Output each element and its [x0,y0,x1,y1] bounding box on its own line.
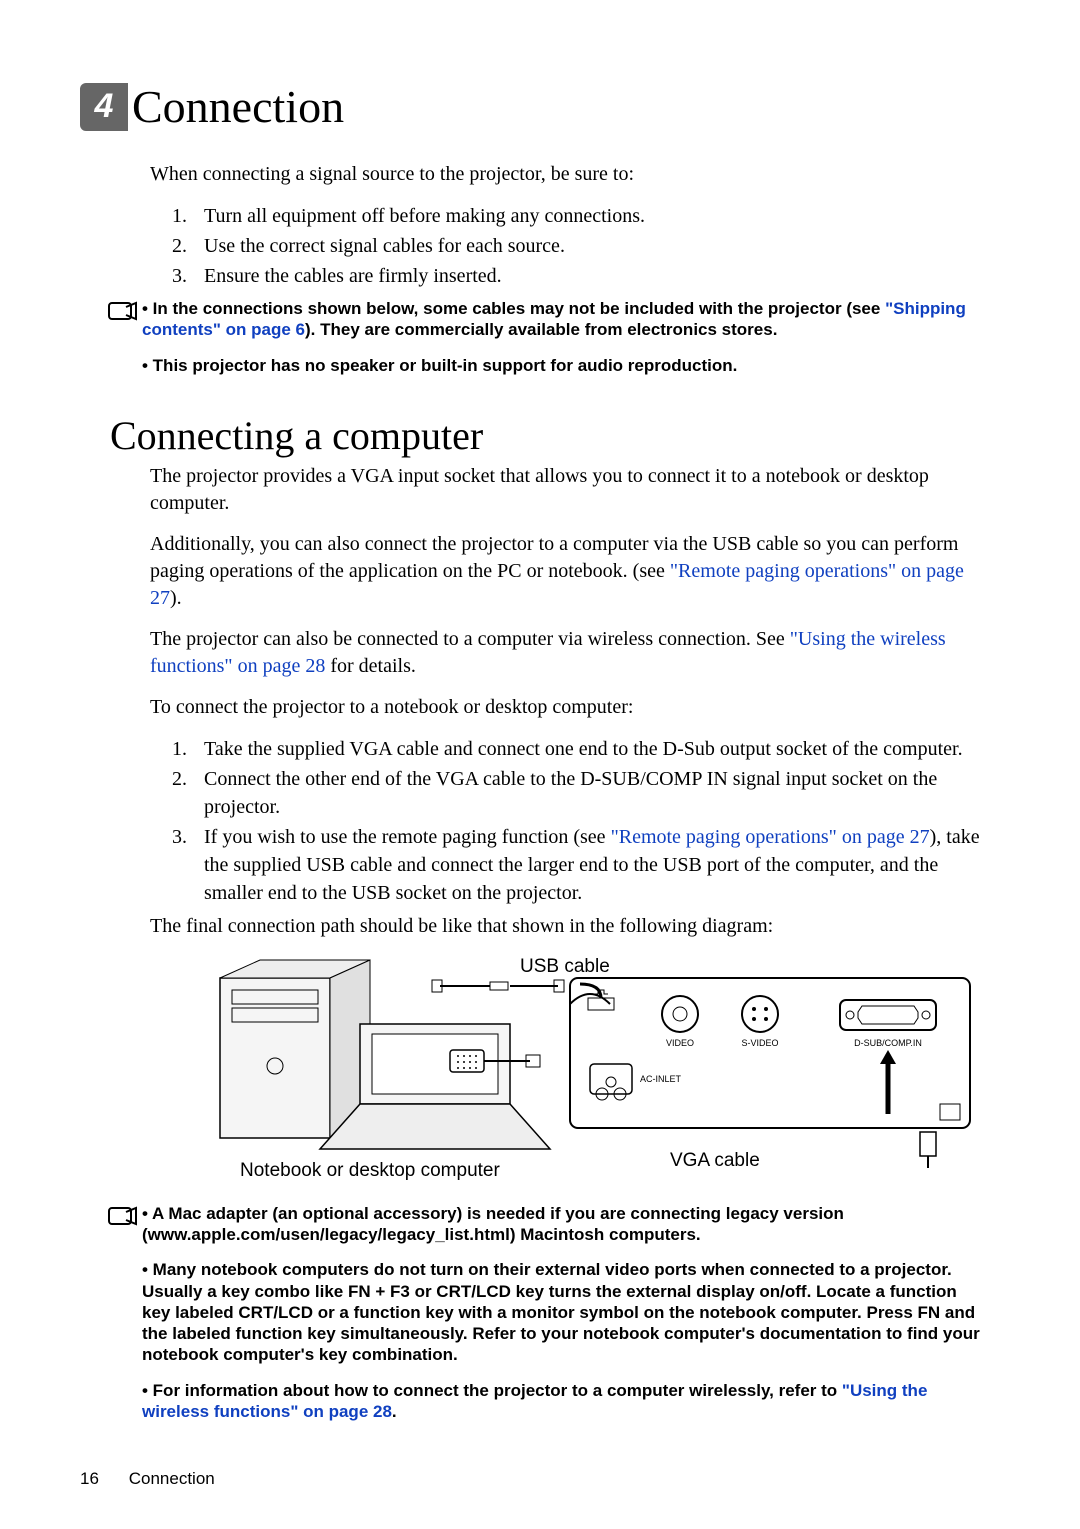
footer-section: Connection [129,1469,215,1488]
note-text: • A Mac adapter (an optional accessory) … [142,1203,980,1436]
para: The projector provides a VGA input socke… [150,463,980,517]
section-body: The projector provides a VGA input socke… [150,463,980,940]
text: If you wish to use the remote paging fun… [204,826,611,848]
para: To connect the projector to a notebook o… [150,694,980,721]
list-item: Connect the other end of the VGA cable t… [192,765,980,821]
list-item: Turn all equipment off before making any… [192,202,980,230]
note-block-2: • A Mac adapter (an optional accessory) … [108,1203,980,1436]
note-icon [108,1205,142,1232]
list-item: Use the correct signal cables for each s… [192,232,980,260]
port-label-video: VIDEO [666,1038,694,1048]
steps-list: Take the supplied VGA cable and connect … [150,735,980,907]
desktop-tower-icon [220,960,370,1138]
page-footer: 16 Connection [80,1469,215,1489]
chapter-number-badge: 4 [80,83,128,131]
list-item: If you wish to use the remote paging fun… [192,823,980,907]
chapter-heading: 4 Connection [80,80,990,133]
intro-para: When connecting a signal source to the p… [150,161,980,188]
note-text: • In the connections shown below, some c… [142,298,980,390]
intro-list: Turn all equipment off before making any… [150,202,980,290]
para: Additionally, you can also connect the p… [150,531,980,612]
link-remote-paging-2[interactable]: "Remote paging operations" on page 27 [611,826,930,848]
note-line: ). They are commercially available from … [305,320,777,339]
page-number: 16 [80,1469,124,1489]
computer-label: Notebook or desktop computer [240,1160,500,1181]
text: The projector can also be connected to a… [150,628,790,650]
intro-block: When connecting a signal source to the p… [150,161,980,290]
note-line: • A Mac adapter (an optional accessory) … [142,1203,980,1246]
usb-cable-label: USB cable [520,956,610,977]
page: 4 Connection When connecting a signal so… [0,0,1080,1529]
text: ). [170,587,182,609]
port-label-dsub: D-SUB/COMP.IN [854,1038,922,1048]
note-line: . [392,1402,397,1421]
diagram-svg: USB cable [150,954,990,1184]
note-icon [108,300,142,327]
vga-cable-label: VGA cable [670,1150,760,1171]
port-label-ac: AC-INLET [640,1074,682,1084]
connection-diagram: USB cable [150,954,990,1189]
chapter-title: Connection [132,80,344,133]
note-line: • In the connections shown below, some c… [142,299,885,318]
section-heading: Connecting a computer [110,412,990,459]
projector-panel-icon: VIDEO S-VIDEO D-SUB/COMP.IN AC-INLET [570,978,970,1128]
port-label-svideo: S-VIDEO [741,1038,778,1048]
note-line: • This projector has no speaker or built… [142,355,980,376]
note-line: • Many notebook computers do not turn on… [142,1259,980,1365]
list-item: Take the supplied VGA cable and connect … [192,735,980,763]
para: The projector can also be connected to a… [150,626,980,680]
para: The final connection path should be like… [150,913,980,940]
note-line: • For information about how to connect t… [142,1381,842,1400]
text: for details. [325,655,416,677]
note-block-1: • In the connections shown below, some c… [108,298,980,390]
list-item: Ensure the cables are firmly inserted. [192,262,980,290]
